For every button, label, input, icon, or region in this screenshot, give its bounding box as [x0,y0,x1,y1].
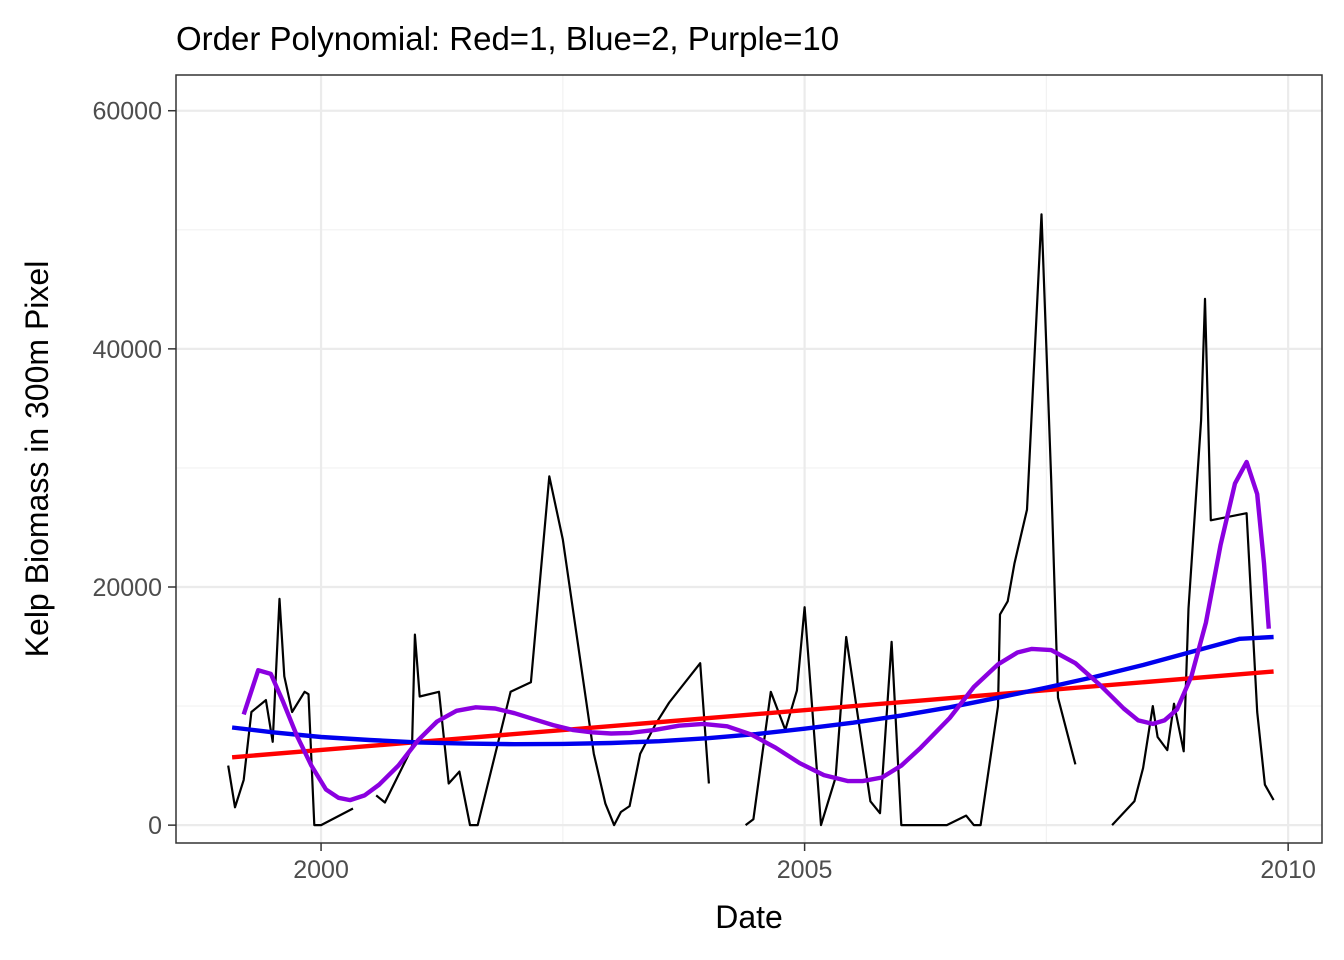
x-tick-label: 2010 [1260,856,1316,884]
observed-kelp-line-segment-3 [744,213,1077,827]
y-tick-label: 40000 [92,336,162,364]
x-tick-label: 2005 [777,856,833,884]
observed-kelp-line-segment-1 [227,597,354,827]
x-tick-label: 2000 [293,856,349,884]
fit-order-2-line [231,634,1274,747]
y-axis-title: Kelp Biomass in 300m Pixel [19,261,55,658]
observed-kelp-line-segment-4 [1111,297,1275,826]
chart-title: Order Polynomial: Red=1, Blue=2, Purple=… [176,20,839,57]
y-tick-label: 60000 [92,98,162,126]
series-layer [227,213,1275,827]
observed-kelp-line-segment-2 [375,475,710,827]
grid [176,75,1322,843]
panel-border [175,74,1323,844]
x-axis-title: Date [715,899,783,935]
axis-ticks: 2000 2005 2010 0 20000 40000 60000 [92,98,1315,884]
fit-order-10-line [241,459,1271,803]
y-tick-label: 0 [148,812,162,840]
fit-order-1-line [231,669,1274,760]
y-tick-label: 20000 [92,574,162,602]
